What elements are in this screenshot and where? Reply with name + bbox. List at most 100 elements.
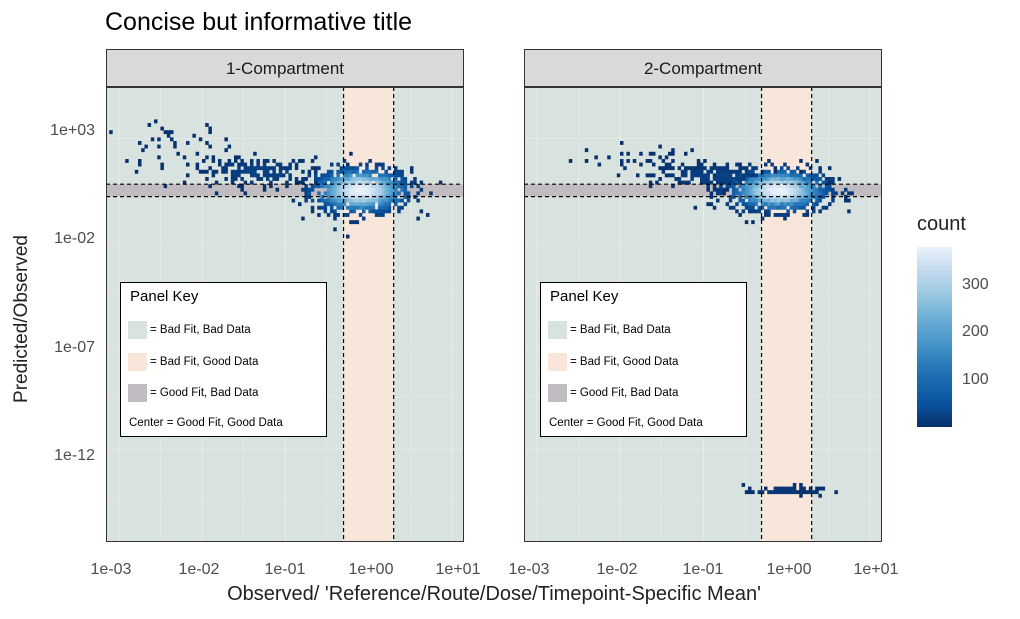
heatmap-cell	[712, 162, 717, 167]
heatmap-cell	[307, 169, 312, 174]
heatmap-cell	[150, 137, 155, 142]
heatmap-cell	[285, 184, 289, 189]
heatmap-cell	[256, 159, 260, 163]
heatmap-cell	[237, 184, 241, 189]
heatmap-cell	[792, 202, 797, 207]
heatmap-cell	[390, 191, 395, 196]
heatmap-cell	[744, 220, 749, 225]
heatmap-cell	[671, 166, 675, 171]
heatmap-cell	[748, 162, 752, 167]
heatmap-cell	[342, 177, 347, 181]
heatmap-cell	[317, 205, 321, 210]
heatmap-cell	[285, 169, 289, 174]
heatmap-cell	[815, 177, 819, 181]
heatmap-cell	[786, 198, 790, 203]
heatmap-cell	[796, 490, 800, 495]
heatmap-cell	[336, 205, 340, 210]
heatmap-cell	[333, 177, 337, 181]
heatmap-cell	[365, 198, 369, 203]
heatmap-cell	[812, 209, 816, 214]
heatmap-cell	[384, 191, 388, 196]
x-tick-label: 1e+00	[348, 561, 394, 578]
heatmap-cell	[352, 184, 356, 189]
heatmap-cell	[323, 191, 328, 196]
heatmap-cell	[301, 216, 305, 221]
heatmap-cell	[330, 173, 334, 178]
heatmap-cell	[352, 191, 356, 196]
heatmap-cell	[195, 162, 200, 167]
heatmap-cell	[406, 191, 411, 196]
heatmap-cell	[330, 180, 334, 185]
heatmap-cell	[607, 155, 611, 160]
heatmap-cell	[352, 220, 356, 225]
heatmap-cell	[668, 162, 672, 167]
facet-plot-1	[106, 87, 464, 542]
heatmap-cell	[333, 180, 337, 185]
heatmap-cell	[764, 180, 768, 185]
heatmap-cell	[320, 184, 324, 189]
heatmap-cell	[684, 180, 688, 185]
heatmap-cell	[285, 166, 289, 171]
panel-key-item: = Good Fit, Bad Data	[128, 384, 258, 402]
heatmap-cell	[751, 490, 755, 495]
heatmap-cell	[339, 205, 344, 210]
swatch-bad-fit-bad-data	[548, 321, 567, 339]
heatmap-cell	[320, 173, 324, 178]
heatmap-cell	[349, 209, 353, 214]
heatmap-cell	[272, 173, 276, 178]
heatmap-cell	[751, 198, 755, 203]
heatmap-cell	[138, 159, 142, 163]
heatmap-cell	[799, 173, 803, 178]
heatmap-cell	[163, 130, 168, 135]
heatmap-cell	[722, 177, 726, 181]
heatmap-cell	[751, 202, 755, 207]
y-axis-label: Predicted/Observed	[11, 235, 32, 403]
heatmap-cell	[336, 173, 340, 178]
heatmap-cell	[783, 198, 787, 203]
heatmap-cell	[770, 198, 774, 203]
heatmap-cell	[732, 187, 736, 192]
heatmap-cell	[384, 205, 388, 210]
heatmap-cell	[770, 490, 774, 495]
heatmap-cell	[368, 173, 372, 178]
heatmap-cell	[272, 177, 276, 181]
heatmap-cell	[824, 191, 829, 196]
heatmap-cell	[317, 180, 321, 185]
heatmap-cell	[620, 151, 624, 156]
heatmap-cell	[770, 191, 774, 196]
heatmap-cell	[381, 205, 385, 210]
heatmap-cell	[362, 173, 366, 178]
heatmap-cell	[256, 173, 260, 178]
heatmap-cell	[413, 180, 417, 185]
heatmap-cell	[387, 180, 392, 185]
heatmap-cell	[796, 202, 800, 207]
heatmap-cell	[262, 159, 267, 163]
heatmap-cell	[160, 126, 164, 131]
heatmap-cell	[776, 191, 781, 196]
heatmap-cell	[355, 220, 360, 225]
heatmap-cell	[783, 180, 787, 185]
heatmap-cell	[821, 486, 826, 491]
heatmap-cell	[259, 166, 264, 171]
heatmap-cell	[783, 177, 787, 181]
heatmap-cell	[214, 191, 219, 196]
heatmap-cell	[253, 166, 257, 171]
heatmap-cell	[792, 184, 797, 189]
heatmap-cell	[365, 187, 369, 192]
heatmap-cell	[278, 173, 283, 178]
x-axis-label: Observed/ 'Reference/Route/Dose/Timepoin…	[227, 583, 761, 605]
heatmap-cell	[397, 173, 401, 178]
heatmap-cell	[381, 184, 385, 189]
heatmap-cell	[786, 180, 790, 185]
heatmap-cell	[837, 177, 842, 181]
heatmap-cell	[323, 202, 328, 207]
heatmap-cell	[400, 198, 404, 203]
heatmap-cell	[770, 184, 774, 189]
heatmap-cell	[390, 195, 395, 199]
heatmap-cell	[821, 173, 826, 178]
heatmap-cell	[597, 162, 602, 167]
heatmap-cell	[227, 144, 232, 149]
heatmap-cell	[349, 177, 353, 181]
heatmap-cell	[754, 202, 758, 207]
heatmap-cell	[668, 173, 672, 178]
